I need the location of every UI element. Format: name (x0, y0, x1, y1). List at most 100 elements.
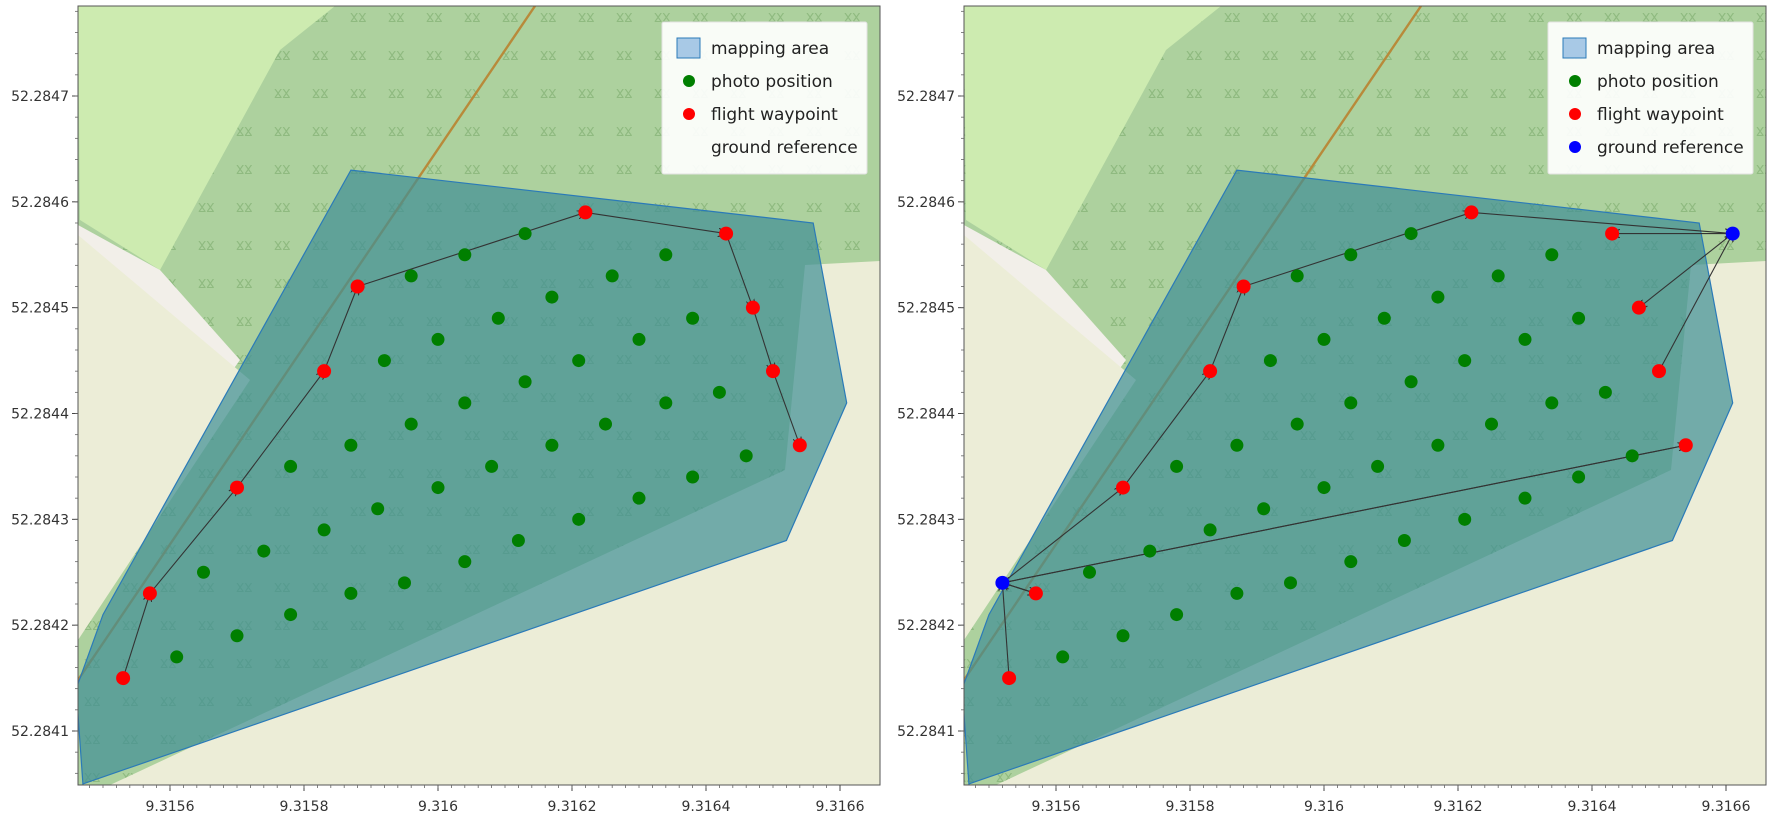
legend-right: mapping area photo position flight waypo… (1547, 21, 1754, 175)
y-tick-label: 52.2844 (11, 407, 69, 423)
photo-position-marker (659, 248, 673, 262)
path-segment (1002, 444, 1686, 583)
legend-photo-swatch (1569, 75, 1581, 87)
x-axis-right: 9.3156 9.3158 9.316 9.3162 9.3164 9.3166 (975, 785, 1751, 815)
y-tick-label: 52.2847 (11, 89, 69, 105)
photo-position-marker (1598, 385, 1612, 399)
photo-position-marker (1485, 417, 1498, 431)
photo-position-marker (404, 269, 418, 283)
flight-waypoint-marker (1678, 438, 1693, 453)
y-tick-label: 52.2841 (897, 724, 955, 740)
photo-position-marker (1284, 576, 1297, 590)
path-segment (1002, 583, 1010, 679)
meadow-left (78, 6, 335, 270)
photo-position-marker (1257, 502, 1271, 516)
legend-photo-position: photo position (1597, 72, 1719, 92)
photo-position-marker (1290, 417, 1304, 431)
x-tick-label: 9.3162 (548, 799, 597, 815)
x-tick-label: 9.3158 (1166, 799, 1215, 815)
plot-frame-left (77, 5, 881, 786)
y-tick-label: 52.2841 (11, 724, 69, 740)
flight-waypoint-marker (1652, 364, 1666, 379)
legend-waypoint-swatch (683, 108, 695, 120)
y-tick-label: 52.2842 (11, 618, 69, 634)
ground-reference-marker (995, 575, 1010, 590)
photo-position-marker (1143, 544, 1157, 558)
y-tick-label: 52.2844 (897, 407, 955, 423)
photo-position-marker (545, 438, 559, 452)
flight-waypoint-marker (1631, 300, 1646, 315)
x-tick-label: 9.3158 (280, 799, 329, 815)
photo-position-marker (1317, 332, 1331, 346)
x-tick-label: 9.3164 (1568, 799, 1617, 815)
y-axis-left: 52.2847 52.2846 52.2845 52.2844 52.2843 52.28… (11, 10, 78, 774)
y-tick-label: 52.2847 (897, 89, 955, 105)
x-tick-label: 9.316 (418, 799, 458, 815)
x-tick-label: 9.3164 (682, 799, 731, 815)
photo-position-marker (257, 544, 271, 558)
legend-ground-swatch (1569, 141, 1581, 153)
photo-position-marker (344, 438, 358, 452)
photo-position-marker (1170, 459, 1184, 473)
path-segment (323, 287, 358, 372)
photo-position-marker (1431, 438, 1445, 452)
photo-position-marker (1371, 459, 1385, 473)
legend-photo-position: photo position (711, 72, 833, 92)
photo-position-marker (1404, 227, 1418, 241)
map-panel-right: 9.3156 9.3158 9.316 9.3162 9.3164 9.3166 52.2… (897, 5, 1767, 815)
photo-position-marker (1572, 311, 1586, 325)
x-axis-left: 9.3156 9.3158 9.316 9.3162 9.3164 9.3166 (89, 785, 865, 815)
path-segment (772, 370, 800, 445)
legend-area-swatch (1562, 37, 1587, 59)
flight-waypoint-marker (230, 480, 244, 495)
legend-waypoint-swatch (1569, 108, 1581, 120)
x-tick-label: 9.3166 (816, 799, 865, 815)
photo-position-marker (1518, 332, 1532, 346)
photo-position-marker (170, 650, 184, 664)
legend-ground-reference: ground reference (711, 138, 858, 158)
flight-waypoint-marker (116, 671, 131, 686)
ground-reference-marker (1725, 226, 1740, 241)
photo-position-marker (1116, 629, 1130, 643)
photo-position-marker (572, 512, 586, 526)
path-segment (585, 211, 726, 233)
photo-position-marker (632, 491, 646, 505)
photo-position-marker (659, 396, 673, 410)
photo-position-marker (599, 417, 612, 431)
x-tick-label: 9.3166 (1702, 799, 1751, 815)
photo-position-marker (1344, 555, 1358, 569)
photo-position-marker (1431, 290, 1445, 304)
path-segment (1122, 371, 1210, 488)
photo-position-marker (1491, 269, 1505, 283)
flight-waypoint-marker (1116, 480, 1130, 495)
mapping-area-left (78, 169, 848, 785)
x-tick-label: 9.3156 (146, 799, 195, 815)
plot-frame-right (963, 5, 1767, 786)
flight-waypoint-marker (1203, 364, 1218, 379)
path-segment (1658, 234, 1733, 372)
photo-position-marker (1518, 491, 1532, 505)
path-segment (725, 233, 753, 308)
photo-position-marker (1344, 396, 1358, 410)
y-tick-label: 52.2842 (897, 618, 955, 634)
legend-mapping-area: mapping area (1597, 39, 1715, 59)
photo-position-marker (605, 269, 619, 283)
y-axis-right: 52.2847 52.2846 52.2845 52.2844 52.2843 52.28… (897, 10, 964, 774)
photo-position-marker (1572, 470, 1586, 484)
waypoints-left (116, 205, 807, 686)
flight-waypoint-marker (719, 226, 734, 241)
photo-position-marker (1230, 586, 1244, 600)
x-tick-label: 9.316 (1304, 799, 1344, 815)
path-segment (1639, 233, 1734, 308)
photo-position-marker (1170, 608, 1184, 622)
meadow-right (964, 6, 1221, 270)
path-segment (357, 212, 586, 288)
photo-position-marker (511, 534, 525, 547)
photo-position-marker (284, 608, 298, 622)
photo-position-marker (1458, 354, 1472, 368)
legend-photo-swatch (683, 75, 695, 87)
photo-position-marker (1263, 354, 1277, 368)
photo-position-marker (1545, 396, 1559, 410)
photo-position-marker (518, 227, 532, 241)
